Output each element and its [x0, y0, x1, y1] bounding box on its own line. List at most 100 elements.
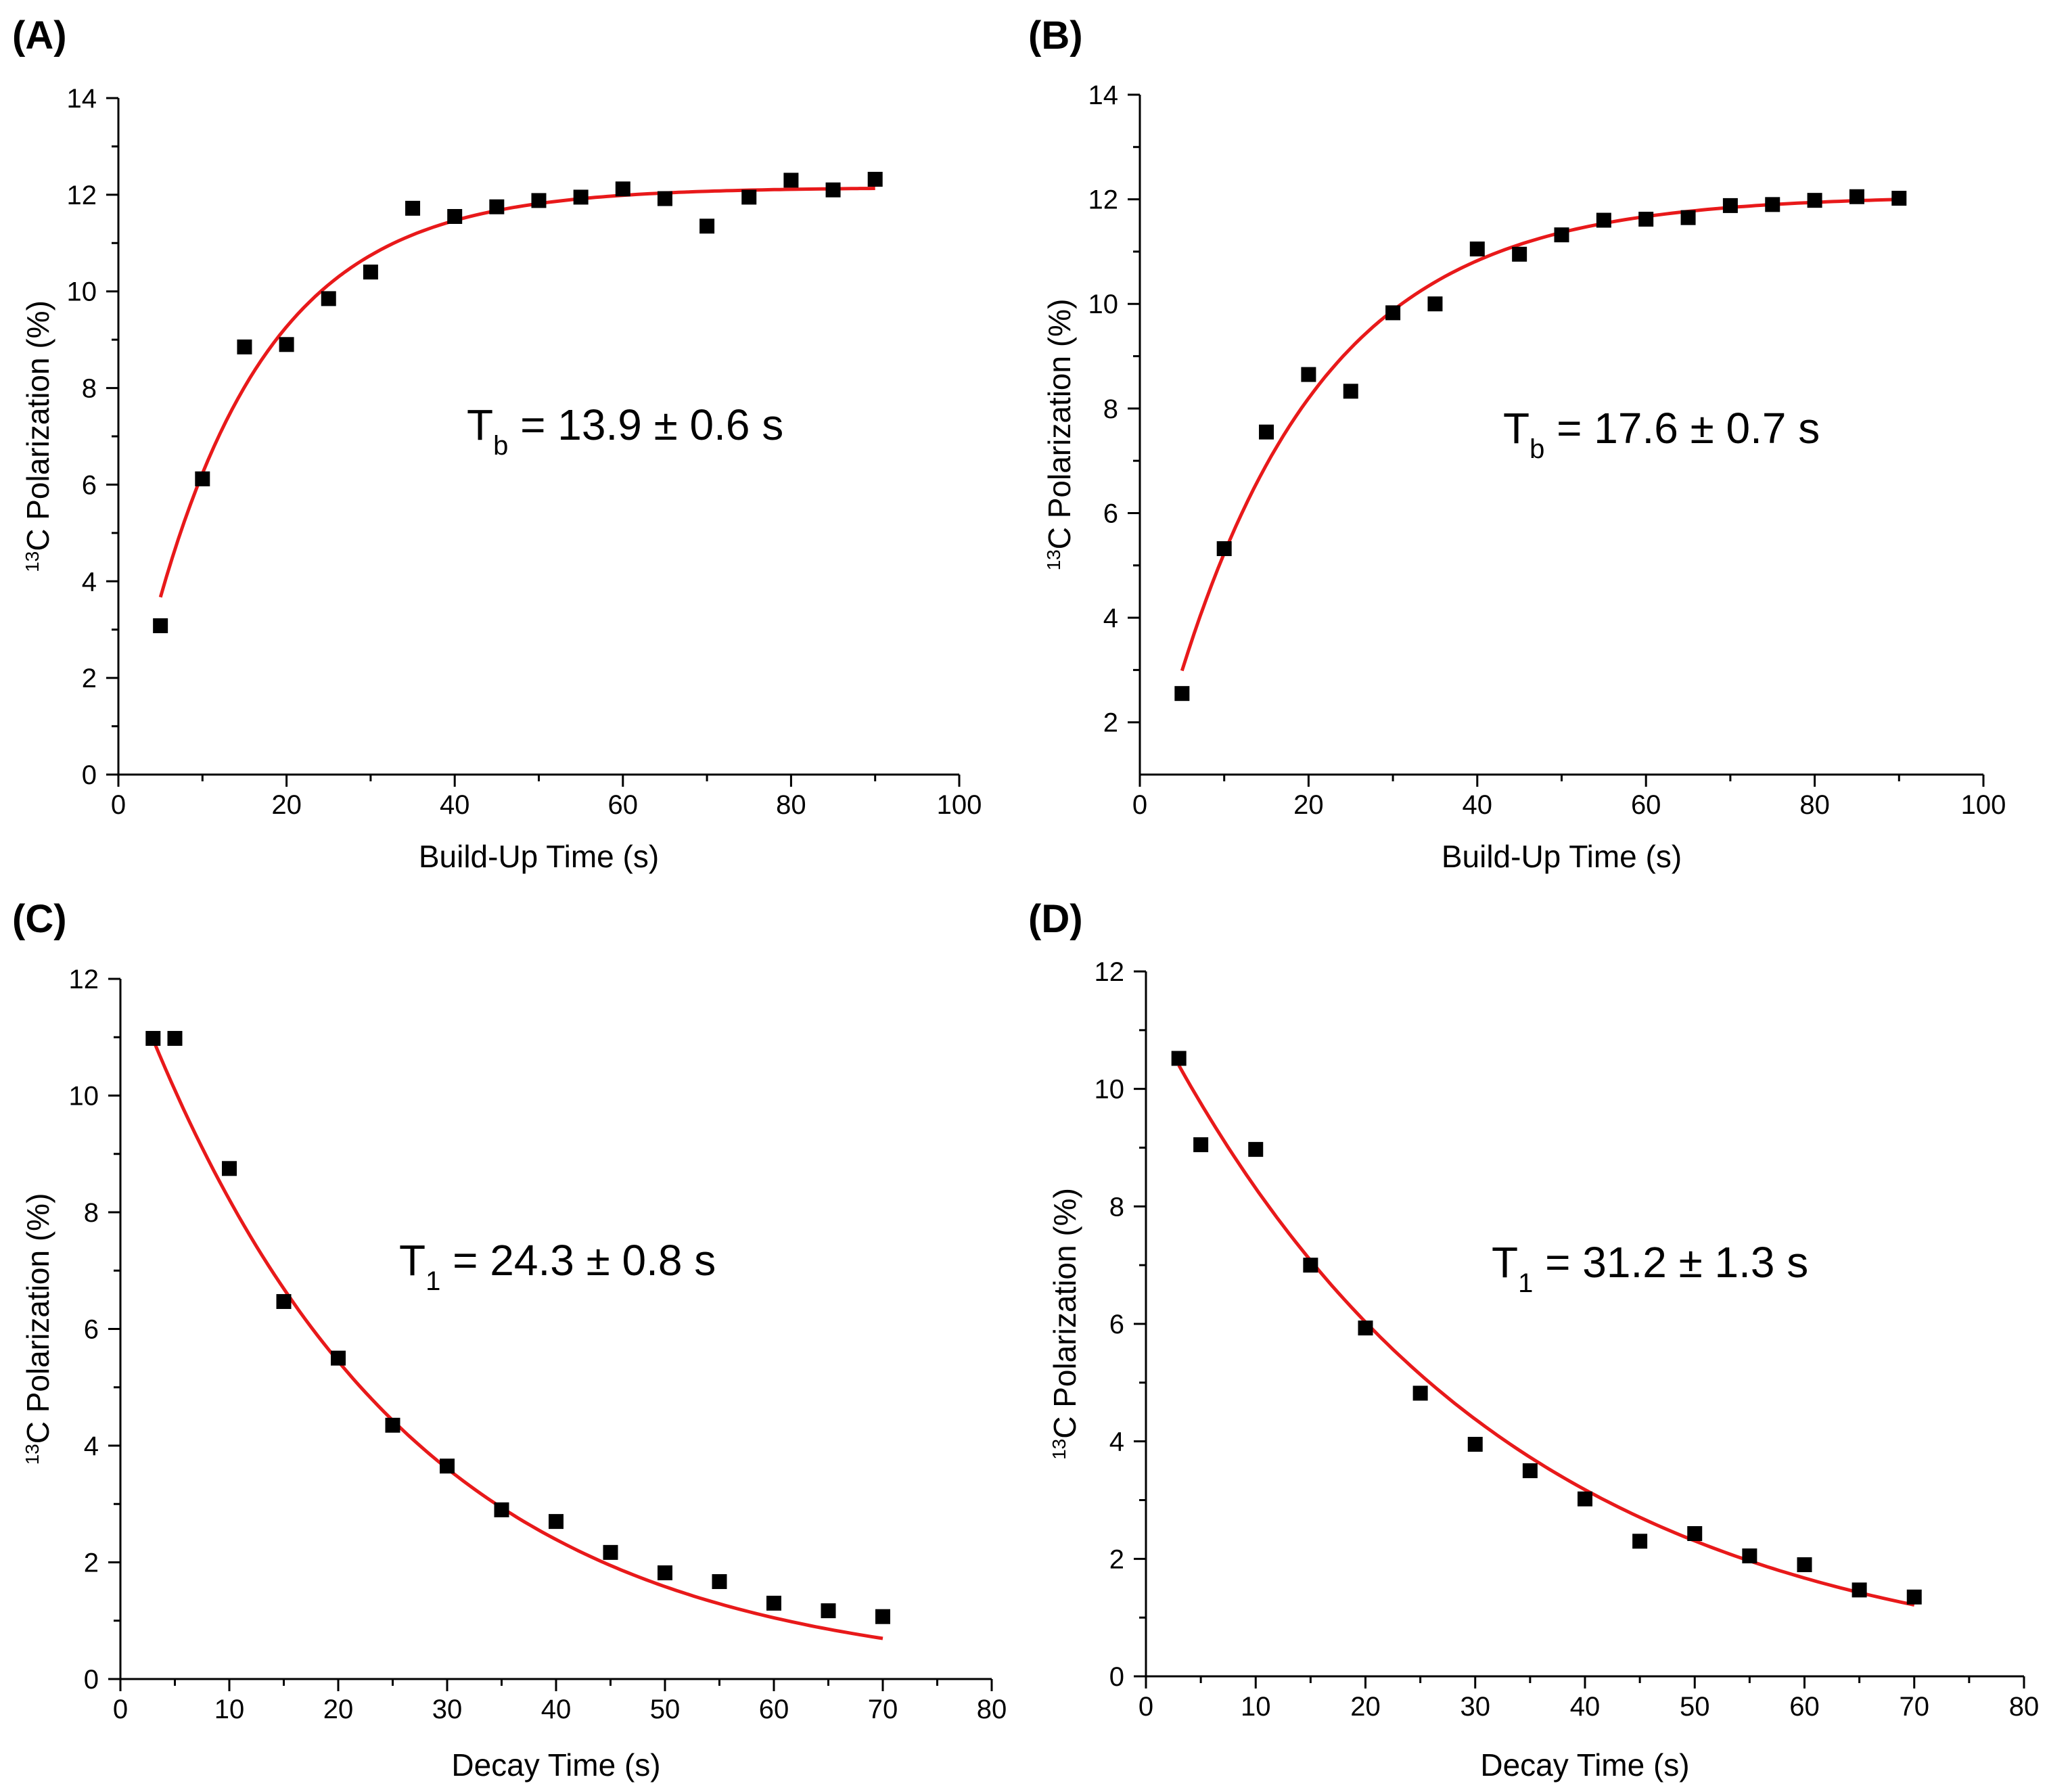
y-tick-label: 4	[1103, 603, 1118, 633]
panel-label: (B)	[1028, 14, 1083, 58]
x-tick-label: 0	[111, 790, 126, 820]
y-tick-label: 10	[67, 277, 97, 307]
data-point	[1248, 1142, 1264, 1157]
data-point	[1797, 1557, 1812, 1573]
x-tick-label: 70	[868, 1695, 898, 1724]
annotation-symbol: T	[1503, 404, 1530, 453]
x-tick-label: 60	[1789, 1692, 1820, 1722]
y-tick-label: 14	[67, 84, 97, 114]
y-tick-label: 6	[1103, 499, 1118, 528]
data-point	[1632, 1534, 1648, 1549]
data-point	[1638, 211, 1654, 227]
x-tick-label: 60	[608, 790, 639, 820]
data-point	[1852, 1582, 1867, 1598]
y-axis-title-text: C Polarization (%)	[1042, 299, 1077, 550]
data-point	[1512, 246, 1527, 262]
data-point	[321, 291, 336, 306]
y-tick-label: 8	[82, 374, 97, 404]
data-point	[447, 209, 463, 224]
data-point	[1906, 1589, 1922, 1605]
annotation-symbol: T	[467, 400, 493, 449]
x-tick-label: 60	[1631, 790, 1661, 820]
x-tick-label: 80	[1799, 790, 1830, 820]
x-axis-title: Decay Time (s)	[451, 1747, 660, 1783]
data-point	[766, 1595, 781, 1611]
y-tick-label: 10	[1095, 1075, 1125, 1105]
annotation-value: = 17.6 ± 0.7 s	[1544, 404, 1820, 453]
x-tick-label: 10	[214, 1695, 245, 1724]
y-axis-title-text: C Polarization (%)	[20, 300, 55, 551]
y-axis-title: 13C Polarization (%)	[20, 300, 55, 572]
y-tick-label: 0	[1109, 1662, 1124, 1692]
x-tick-label: 40	[541, 1695, 572, 1724]
y-tick-label: 12	[67, 181, 97, 210]
data-point	[1303, 1258, 1318, 1273]
data-point	[825, 182, 841, 198]
data-point	[1385, 305, 1401, 321]
x-tick-label: 100	[1961, 790, 2006, 820]
y-tick-label: 2	[82, 664, 97, 693]
data-point	[1469, 242, 1485, 257]
x-axis-title: Decay Time (s)	[1480, 1747, 1689, 1783]
data-point	[1301, 367, 1316, 382]
data-point	[657, 191, 672, 206]
panel-label: (D)	[1028, 897, 1083, 941]
y-tick-label: 8	[1103, 394, 1118, 424]
data-point	[1259, 424, 1274, 440]
chart-panel-d: (D) 0 10 20 30 40 50 60 70 80 0 2 4 6 8 10 12 Decay Time …	[1028, 897, 2039, 1783]
data-point	[821, 1603, 836, 1619]
x-axis-title: Build-Up Time (s)	[419, 839, 659, 874]
x-tick-label: 20	[323, 1695, 354, 1724]
x-tick-label: 50	[1680, 1692, 1710, 1722]
data-point	[741, 189, 757, 205]
data-point	[573, 189, 589, 205]
annotation-symbol: T	[399, 1236, 426, 1285]
y-tick-label: 12	[1095, 957, 1125, 987]
data-point	[489, 199, 505, 214]
x-tick-label: 80	[776, 790, 806, 820]
x-tick-label: 80	[2009, 1692, 2040, 1722]
data-point	[167, 1030, 183, 1046]
data-point	[494, 1502, 509, 1517]
annotation-subscript: 1	[1518, 1268, 1533, 1298]
data-point	[875, 1609, 890, 1624]
y-axis-title-superscript: 13	[22, 1444, 43, 1465]
annotation-symbol: T	[1492, 1238, 1518, 1287]
y-axis-title-text: C Polarization (%)	[20, 1193, 55, 1444]
data-point	[1849, 189, 1864, 204]
data-point	[1765, 197, 1780, 212]
data-point	[1427, 296, 1443, 312]
data-point	[783, 173, 799, 188]
x-tick-label: 0	[113, 1695, 128, 1724]
y-tick-label: 14	[1088, 81, 1119, 110]
fit-annotation: Tb = 13.9 ± 0.6 s	[467, 400, 783, 461]
x-tick-label: 70	[1900, 1692, 1930, 1722]
data-point	[615, 181, 630, 197]
chart-panel-b: (B) 0 20 40 60 80 100 2 4 6 8 10 12 14 Build-Up Time (…	[1028, 14, 2006, 874]
y-tick-label: 12	[69, 965, 99, 994]
y-axis-title-superscript: 13	[1049, 1439, 1070, 1460]
y-axis-title-text: C Polarization (%)	[1047, 1188, 1082, 1439]
x-tick-label: 40	[1570, 1692, 1601, 1722]
x-tick-label: 40	[1463, 790, 1493, 820]
y-axis-title-superscript: 13	[1043, 549, 1064, 570]
data-point	[658, 1565, 672, 1581]
y-tick-label: 10	[1088, 290, 1119, 319]
y-tick-label: 2	[1103, 708, 1118, 738]
x-tick-label: 100	[937, 790, 982, 820]
panel-label: (A)	[12, 14, 67, 58]
data-point	[363, 265, 378, 280]
data-point	[712, 1573, 727, 1589]
fit-annotation: T1 = 24.3 ± 0.8 s	[399, 1236, 716, 1296]
data-point	[699, 219, 715, 234]
annotation-subscript: b	[1530, 434, 1544, 464]
annotation-subscript: b	[493, 431, 508, 461]
y-axis-title-superscript: 13	[22, 551, 43, 572]
x-tick-label: 20	[271, 790, 302, 820]
x-tick-label: 20	[1293, 790, 1324, 820]
data-point	[531, 193, 547, 208]
y-tick-label: 6	[1109, 1310, 1124, 1339]
y-tick-label: 4	[84, 1431, 99, 1461]
data-point	[1722, 198, 1738, 213]
y-axis-title: 13C Polarization (%)	[1042, 299, 1077, 571]
